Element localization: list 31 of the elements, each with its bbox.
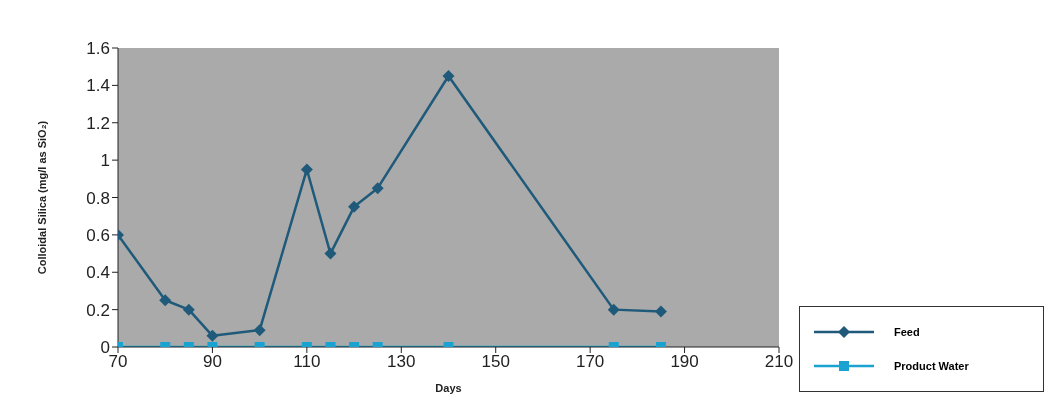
- point: [182, 303, 195, 316]
- y-tick-label: 1.4: [86, 76, 110, 96]
- y-tick-label: 0.8: [86, 188, 110, 208]
- y-tick-label: 0.4: [86, 263, 110, 283]
- x-tick-label: 70: [108, 352, 128, 372]
- x-tick-label: 110: [293, 352, 321, 372]
- y-tick-label: 0: [100, 338, 110, 358]
- text: Product Water: [894, 360, 969, 372]
- x-tick-label: 130: [387, 352, 416, 372]
- x-tick-label: 210: [764, 352, 794, 372]
- x-tick-label: 170: [575, 352, 605, 372]
- point: [159, 294, 172, 307]
- point: [324, 247, 337, 260]
- x-axis-title: Days: [435, 382, 462, 394]
- x-tick-label: 190: [670, 352, 699, 372]
- point: [442, 70, 455, 83]
- point: [607, 303, 620, 316]
- y-tick-label: 0.6: [86, 225, 110, 245]
- y-axis-title: Colloidal Silica (mg/l as SiO₂): [36, 120, 48, 275]
- text: Feed: [894, 326, 920, 338]
- point: [654, 305, 667, 318]
- y-tick-label: 0.2: [86, 300, 110, 320]
- x-tick-label: 90: [202, 352, 222, 372]
- point: [371, 182, 384, 195]
- y-tick-label: 1.6: [86, 39, 110, 59]
- point: [348, 200, 361, 213]
- point: [206, 329, 219, 342]
- y-tick-label: 1.2: [86, 113, 110, 133]
- x-tick-label: 150: [481, 352, 510, 372]
- y-tick-label: 1: [100, 151, 110, 171]
- point: [300, 163, 313, 176]
